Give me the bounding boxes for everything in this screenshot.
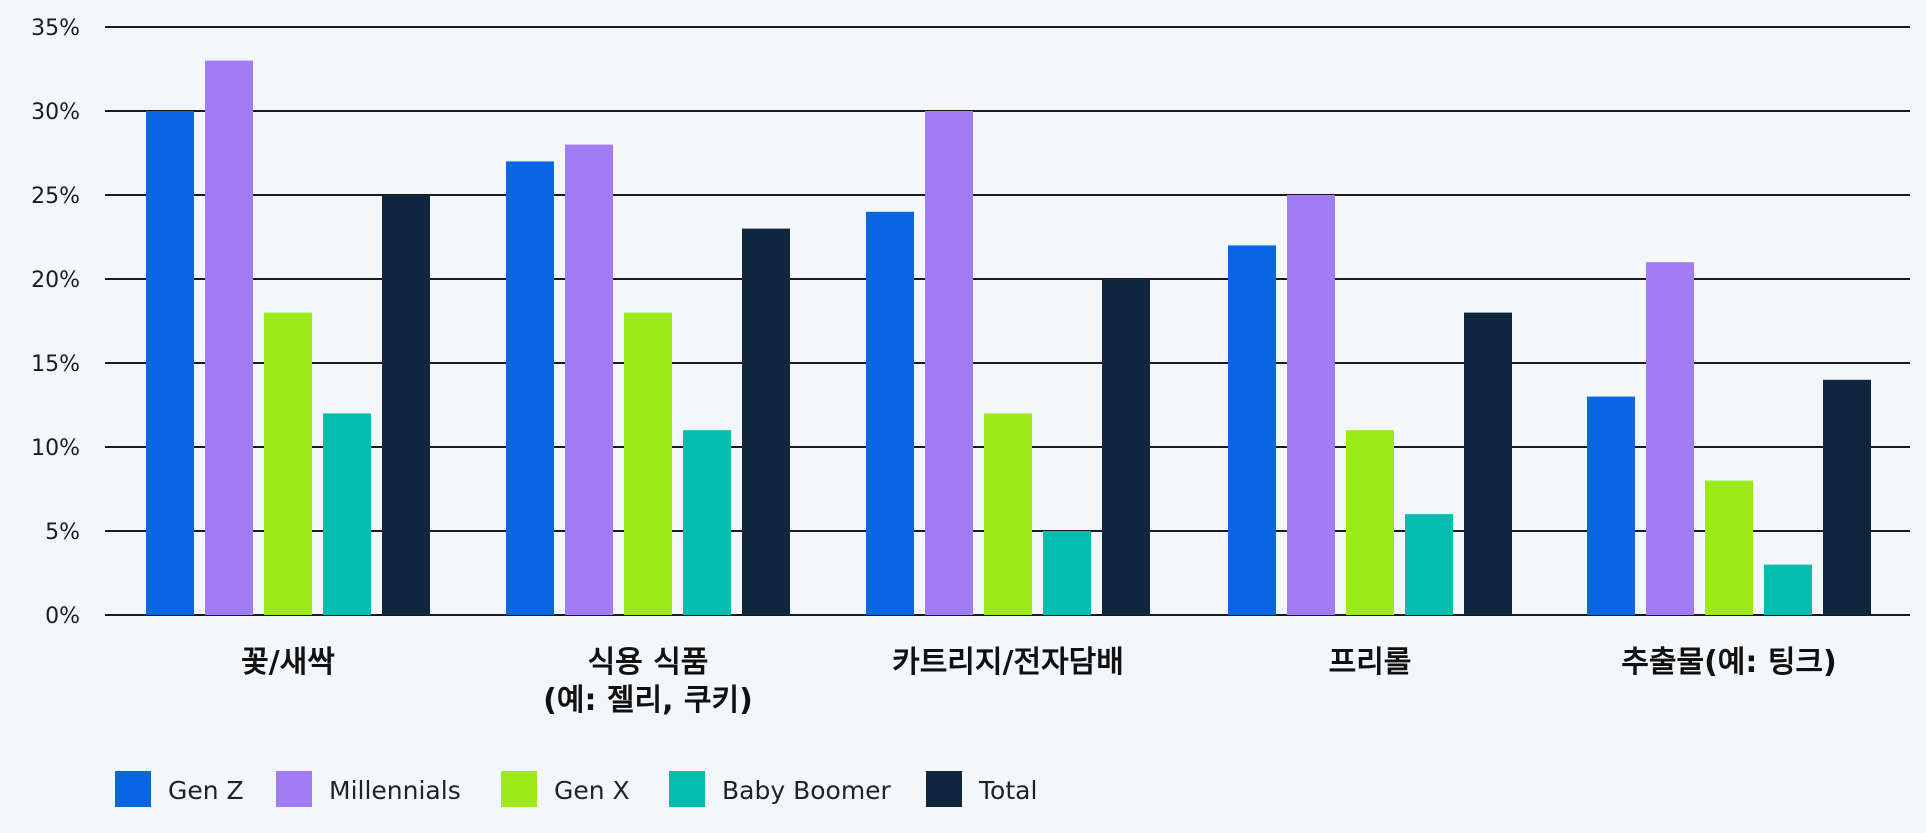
- x-category-label: 카트리지/전자담배: [892, 645, 1124, 680]
- legend-swatch: [926, 771, 962, 807]
- bar: [1764, 564, 1812, 615]
- x-category-label: 프리롤: [1329, 645, 1412, 680]
- bars: [146, 60, 1871, 616]
- x-category-label: 꽃/새싹: [241, 645, 335, 680]
- x-category-label-line: (예: 젤리, 쿠키): [543, 683, 753, 718]
- y-tick-label: 15%: [31, 352, 80, 377]
- y-tick-label: 10%: [31, 436, 80, 461]
- x-category-label: 식용 식품 (예: 젤리, 쿠키): [543, 645, 753, 718]
- legend-item: Gen X: [501, 771, 630, 807]
- y-axis: 0% 5% 10% 15% 20% 25% 30% 35%: [31, 16, 80, 629]
- y-tick-label: 0%: [45, 604, 80, 629]
- x-category-label: 추출물(예: 팅크): [1621, 645, 1836, 680]
- legend-swatch: [669, 771, 705, 807]
- y-tick-label: 5%: [45, 520, 80, 545]
- bar: [1043, 531, 1091, 615]
- legend-swatch: [276, 771, 312, 807]
- legend-swatch: [501, 771, 537, 807]
- legend-item: Total: [926, 771, 1037, 807]
- legend-label: Total: [978, 776, 1037, 805]
- bar: [866, 211, 914, 616]
- bar: [1823, 379, 1871, 615]
- legend: Gen Z Millennials Gen X Baby Boomer Total: [115, 771, 1037, 807]
- x-category-label-line: 꽃/새싹: [241, 645, 335, 680]
- bar: [1464, 312, 1512, 615]
- bar: [382, 195, 430, 615]
- x-category-label-line: 추출물(예: 팅크): [1621, 645, 1836, 680]
- bar: [984, 413, 1032, 615]
- bar: [205, 60, 253, 616]
- bar: [1228, 245, 1276, 615]
- legend-swatch: [115, 771, 151, 807]
- bar: [506, 161, 554, 615]
- bar: [264, 312, 312, 615]
- bar: [683, 430, 731, 615]
- bar: [1287, 195, 1335, 615]
- legend-item: Baby Boomer: [669, 771, 892, 807]
- bar: [742, 228, 790, 615]
- x-category-label-line: 카트리지/전자담배: [892, 645, 1124, 680]
- x-category-label-line: 프리롤: [1329, 645, 1412, 680]
- legend-item: Millennials: [276, 771, 461, 807]
- x-category-label-line: 식용 식품: [588, 645, 709, 680]
- y-tick-label: 35%: [31, 16, 80, 41]
- bar: [1705, 480, 1753, 615]
- bar: [1346, 430, 1394, 615]
- bar: [624, 312, 672, 615]
- x-axis: 꽃/새싹 식용 식품 (예: 젤리, 쿠키) 카트리지/전자담배 프리롤 추출물(예: 팅…: [241, 645, 1837, 718]
- bar: [565, 144, 613, 615]
- bar: [1405, 514, 1453, 615]
- y-tick-label: 25%: [31, 184, 80, 209]
- bar: [146, 111, 194, 615]
- bar: [925, 111, 973, 615]
- bar: [1587, 396, 1635, 615]
- y-tick-label: 30%: [31, 100, 80, 125]
- legend-label: Gen Z: [168, 776, 244, 805]
- legend-label: Gen X: [554, 776, 630, 805]
- legend-label: Millennials: [329, 776, 461, 805]
- legend-label: Baby Boomer: [722, 776, 892, 805]
- bar: [1102, 279, 1150, 615]
- y-tick-label: 20%: [31, 268, 80, 293]
- legend-item: Gen Z: [115, 771, 244, 807]
- bar: [1646, 262, 1694, 615]
- bar: [323, 413, 371, 615]
